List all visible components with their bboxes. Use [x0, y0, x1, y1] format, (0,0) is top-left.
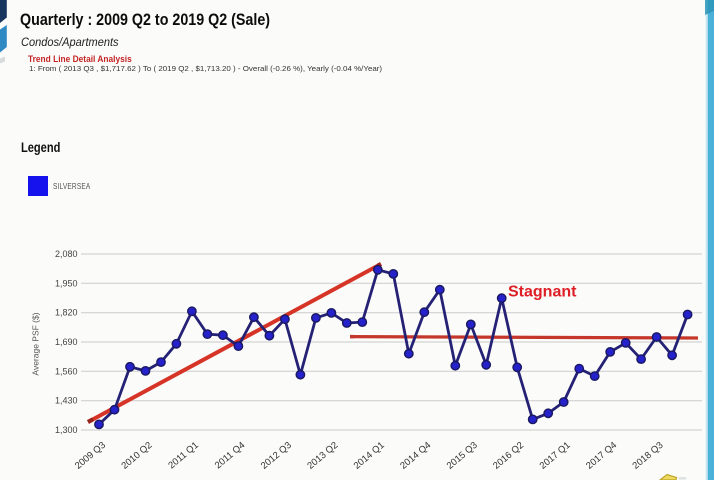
svg-text:2010 Q2: 2010 Q2	[119, 440, 154, 472]
svg-text:2014 Q1: 2014 Q1	[352, 440, 387, 472]
svg-text:2018 Q3: 2018 Q3	[631, 440, 666, 472]
svg-text:1,560: 1,560	[55, 366, 78, 376]
svg-text:2012 Q3: 2012 Q3	[259, 440, 294, 472]
svg-text:2014 Q4: 2014 Q4	[398, 440, 433, 472]
svg-text:Average PSF ($): Average PSF ($)	[31, 312, 41, 375]
svg-text:2017 Q1: 2017 Q1	[538, 440, 573, 472]
svg-text:Stagnant: Stagnant	[508, 284, 577, 301]
svg-text:2009 Q3: 2009 Q3	[73, 440, 108, 472]
svg-text:2,080: 2,080	[55, 249, 78, 259]
svg-text:1,950: 1,950	[55, 278, 78, 288]
svg-text:2011 Q4: 2011 Q4	[213, 440, 247, 471]
svg-text:2011 Q1: 2011 Q1	[166, 440, 200, 471]
svg-text:1,820: 1,820	[55, 308, 78, 318]
svg-text:2013 Q2: 2013 Q2	[305, 440, 340, 472]
svg-text:2015 Q3: 2015 Q3	[445, 440, 480, 472]
svg-text:2017 Q4: 2017 Q4	[584, 440, 619, 472]
svg-text:1,300: 1,300	[55, 425, 78, 435]
svg-text:1,430: 1,430	[55, 396, 78, 406]
svg-text:1,690: 1,690	[55, 337, 78, 347]
svg-text:2016 Q2: 2016 Q2	[491, 440, 526, 472]
